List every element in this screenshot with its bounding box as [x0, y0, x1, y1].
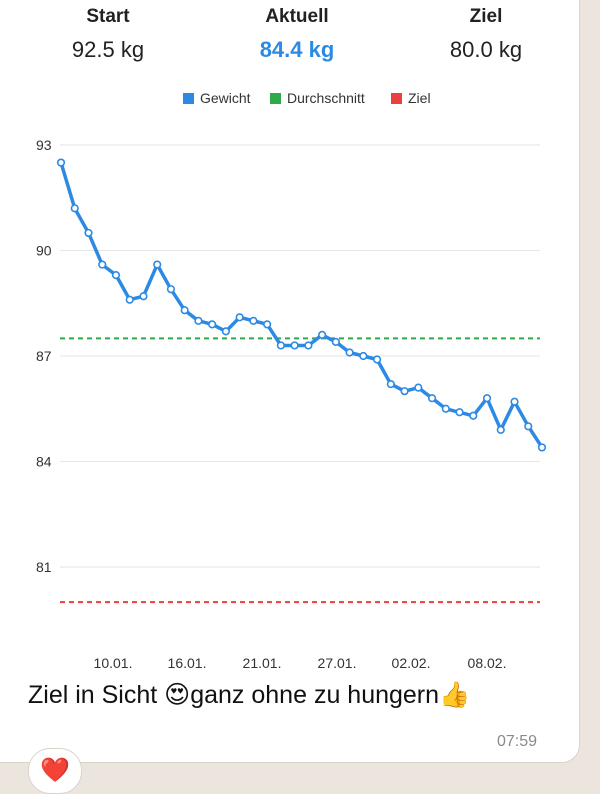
- weight-point-6: [125, 295, 134, 304]
- legend-label-2: Durchschnitt: [287, 90, 365, 106]
- weight-point-12: [208, 320, 217, 329]
- weight-point-10: [180, 306, 189, 315]
- weight-point-18: [290, 341, 299, 350]
- weight-point-4: [98, 260, 107, 269]
- stat-current-value: 84.4 kg: [259, 37, 335, 62]
- stat-goal-label: Ziel: [469, 6, 503, 27]
- y-tick-label-5: 81: [36, 559, 52, 575]
- weight-point-9: [166, 285, 176, 294]
- weight-point-34: [510, 397, 519, 406]
- weight-point-31: [469, 411, 478, 420]
- message-text: Ziel in Sicht 😍ganz ohne zu hungern👍: [28, 681, 471, 709]
- weight-point-33: [496, 425, 505, 434]
- legend-label-1: Gewicht: [200, 90, 251, 106]
- heart-reaction-icon[interactable]: ❤️: [28, 748, 82, 794]
- y-tick-label-2: 90: [36, 243, 52, 259]
- weight-point-7: [139, 292, 148, 301]
- y-tick-label-1: 93: [36, 137, 52, 153]
- weight-point-8: [153, 260, 162, 269]
- weight-point-2: [70, 204, 79, 213]
- weight-point-14: [235, 313, 244, 322]
- y-tick-label-4: 84: [36, 454, 52, 470]
- legend-swatch-1: [183, 93, 194, 104]
- stat-goal-value: 80.0 kg: [449, 37, 523, 62]
- weight-point-30: [455, 408, 464, 417]
- x-tick-label-5: 02.02.: [392, 655, 431, 671]
- legend-swatch-3: [391, 93, 402, 104]
- weight-point-35: [524, 422, 533, 431]
- weight-point-25: [386, 380, 395, 389]
- weight-point-1: [56, 158, 66, 167]
- weight-point-28: [427, 394, 437, 403]
- weight-point-5: [111, 271, 121, 280]
- weight-point-32: [482, 394, 492, 403]
- weight-series-line: [59, 160, 544, 450]
- weight-point-17: [276, 341, 285, 350]
- weight-point-21: [331, 337, 340, 347]
- stat-current-label: Aktuell: [265, 6, 329, 27]
- weight-point-19: [304, 341, 313, 350]
- x-tick-label-3: 21.01.: [243, 655, 282, 671]
- x-tick-label-6: 08.02.: [468, 655, 507, 671]
- weight-chart: Gewicht Durchschnitt Ziel 93 90 87 84 81 10.01. 1…: [36, 90, 547, 671]
- stat-start-label: Start: [86, 6, 130, 27]
- weight-point-36: [537, 443, 547, 452]
- weight-point-3: [84, 228, 93, 238]
- weight-point-23: [359, 351, 368, 361]
- weight-point-11: [194, 316, 203, 325]
- message-bubble[interactable]: Start 92.5 kg Aktuell 84.4 kg Ziel 80.0 …: [0, 0, 580, 763]
- weight-point-24: [372, 355, 382, 364]
- weight-point-27: [414, 383, 423, 392]
- message-time: 07:59: [496, 733, 537, 750]
- weight-point-15: [249, 316, 258, 325]
- stats-row: Start 92.5 kg Aktuell 84.4 kg Ziel 80.0 …: [0, 0, 579, 80]
- weight-point-26: [400, 387, 409, 396]
- y-tick-label-3: 87: [36, 348, 52, 364]
- weight-point-22: [345, 348, 354, 357]
- x-tick-label-2: 16.01.: [168, 655, 207, 671]
- x-tick-label-4: 27.01.: [318, 655, 357, 671]
- weight-point-20: [318, 330, 327, 339]
- legend-label-3: Ziel: [408, 90, 431, 106]
- weight-point-29: [441, 404, 450, 413]
- x-tick-label-1: 10.01.: [94, 655, 133, 671]
- weight-point-13: [221, 327, 231, 336]
- legend-swatch-2: [270, 93, 281, 104]
- stat-start-value: 92.5 kg: [71, 37, 145, 62]
- weight-point-16: [263, 320, 272, 329]
